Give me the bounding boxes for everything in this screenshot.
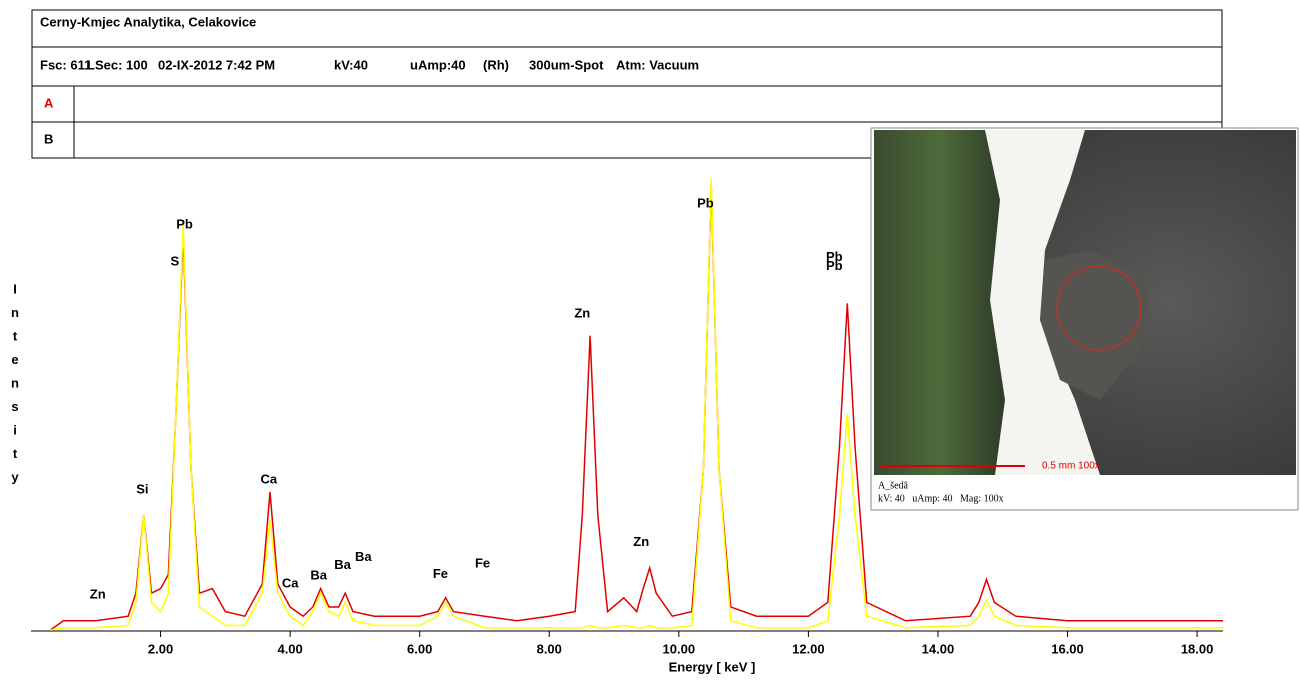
header-field: uAmp:40 [410,57,466,72]
sample-name: A_šedâ [878,480,909,491]
peak-label: Pb [176,217,193,232]
header-field: LSec: 100 [87,57,148,72]
peak-label: Zn [90,586,106,601]
peak-label: Pb [697,195,714,210]
settings: kV: 40 uAmp: 40 Mag: 100x [878,493,1004,504]
row-label: A [44,95,54,110]
header-field: (Rh) [483,57,509,72]
scale-label: 0.5 mm 100x [1042,461,1100,472]
y-axis-title-letter: t [13,446,18,461]
x-axis-title: Energy [ keV ] [669,659,756,674]
x-tick-label: 6.00 [407,641,432,656]
peak-label: Zn [633,534,649,549]
header-title: Cerny-Kmjec Analytika, Celakovice [40,14,256,29]
photo-region [874,130,1005,475]
x-tick-label: 10.00 [663,641,696,656]
peak-label: Zn [574,305,590,320]
x-tick-label: 14.00 [922,641,955,656]
chart: Cerny-Kmjec Analytika, Celakovice A B En… [0,0,1300,675]
page: Cerny-Kmjec Analytika, Celakovice A B En… [0,0,1300,675]
peak-label: Ca [282,575,299,590]
x-tick-label: 12.00 [792,641,825,656]
header-field: Fsc: 611 [40,57,91,72]
peak-label: Fe [433,566,448,581]
y-axis-title-letter: e [11,352,18,367]
peak-label: S [170,253,179,268]
y-axis-title-letter: n [11,305,19,320]
peak-label: Si [136,482,148,497]
peak-label: Pb [826,258,843,273]
peak-label: Fe [475,556,490,571]
inset: 0.5 mm 100x A_šedâ kV: 40 uAmp: 40 Mag: … [871,128,1298,510]
row-label: B [44,131,53,146]
x-tick-label: 8.00 [537,641,562,656]
y-axis-title-letter: y [11,469,19,484]
y-axis-title-letter: I [13,281,17,296]
header-field: 300um-Spot [529,57,604,72]
x-tick-label: 16.00 [1051,641,1084,656]
x-tick-label: 18.00 [1181,641,1214,656]
peak-label: Ba [310,568,327,583]
x-tick-label: 2.00 [148,641,173,656]
peak-label: Ba [334,557,351,572]
x-tick-label: 4.00 [277,641,302,656]
header-field: Atm: Vacuum [616,57,699,72]
header-field: 02-IX-2012 7:42 PM [158,57,275,72]
y-axis-title-letter: n [11,375,19,390]
y-axis-title-letter: s [11,399,18,414]
peak-label: Ca [260,471,277,486]
header-field: kV:40 [334,57,368,72]
peak-label: Ba [355,549,372,564]
y-axis-title-letter: t [13,328,18,343]
y-axis-title-letter: i [13,422,17,437]
